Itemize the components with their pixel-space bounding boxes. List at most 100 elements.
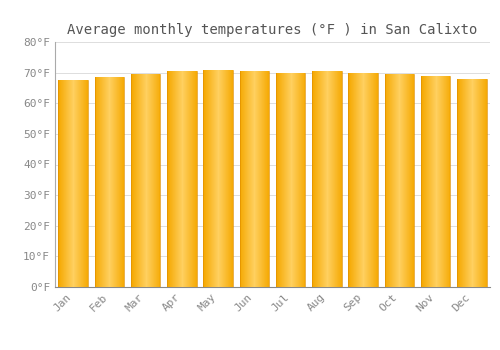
Bar	[181, 71, 182, 287]
Bar	[246, 71, 248, 287]
Bar	[180, 71, 181, 287]
Bar	[256, 71, 258, 287]
Bar	[264, 71, 266, 287]
Bar	[282, 73, 284, 287]
Bar	[472, 79, 473, 287]
Bar	[371, 73, 372, 287]
Bar	[481, 79, 482, 287]
Bar	[312, 71, 313, 287]
Bar	[413, 74, 414, 287]
Bar	[216, 70, 217, 287]
Bar	[221, 70, 222, 287]
Bar	[336, 71, 337, 287]
Bar	[462, 79, 463, 287]
Bar	[337, 71, 338, 287]
Bar	[106, 77, 108, 287]
Bar	[156, 74, 158, 287]
Bar	[373, 73, 374, 287]
Bar	[331, 71, 332, 287]
Bar	[280, 73, 281, 287]
Bar	[446, 76, 448, 287]
Bar	[84, 80, 85, 287]
Bar	[440, 76, 442, 287]
Bar	[296, 73, 298, 287]
Bar	[184, 71, 185, 287]
Bar	[468, 79, 469, 287]
Bar	[392, 74, 394, 287]
Bar	[208, 70, 209, 287]
Bar	[87, 80, 88, 287]
Bar	[339, 71, 340, 287]
Bar	[122, 77, 123, 287]
Title: Average monthly temperatures (°F ) in San Calixto: Average monthly temperatures (°F ) in Sa…	[68, 23, 478, 37]
Bar	[276, 73, 277, 287]
Bar	[323, 71, 324, 287]
Bar	[215, 70, 216, 287]
Bar	[377, 73, 378, 287]
Bar	[60, 80, 61, 287]
Bar	[116, 77, 117, 287]
Bar	[458, 79, 459, 287]
Bar	[114, 77, 116, 287]
Bar	[66, 80, 67, 287]
Bar	[194, 71, 195, 287]
Bar	[185, 71, 186, 287]
Bar	[142, 74, 144, 287]
Bar	[240, 71, 242, 287]
Bar	[175, 71, 176, 287]
Bar	[186, 71, 187, 287]
Bar	[150, 74, 152, 287]
Bar	[352, 73, 353, 287]
Bar	[123, 77, 124, 287]
Bar	[65, 80, 66, 287]
Bar	[214, 70, 215, 287]
Bar	[100, 77, 102, 287]
Bar	[190, 71, 191, 287]
Bar	[77, 80, 78, 287]
Bar	[475, 79, 476, 287]
Bar	[73, 80, 74, 287]
Bar	[422, 76, 424, 287]
Bar	[152, 74, 154, 287]
Bar	[376, 73, 377, 287]
Bar	[338, 71, 339, 287]
Bar	[321, 71, 322, 287]
Bar	[340, 71, 342, 287]
Bar	[112, 77, 114, 287]
Bar	[94, 77, 96, 287]
Bar	[177, 71, 178, 287]
Bar	[85, 80, 86, 287]
Bar	[104, 77, 106, 287]
Bar	[428, 76, 430, 287]
Bar	[410, 74, 412, 287]
Bar	[209, 70, 210, 287]
Bar	[138, 74, 140, 287]
Bar	[357, 73, 358, 287]
Bar	[324, 71, 325, 287]
Bar	[171, 71, 172, 287]
Bar	[398, 74, 400, 287]
Bar	[217, 70, 218, 287]
Bar	[358, 73, 359, 287]
Bar	[322, 71, 323, 287]
Bar	[191, 71, 192, 287]
Bar	[375, 73, 376, 287]
Bar	[304, 73, 306, 287]
Bar	[394, 74, 396, 287]
Bar	[132, 74, 134, 287]
Bar	[71, 80, 72, 287]
Bar	[364, 73, 365, 287]
Bar	[356, 73, 357, 287]
Bar	[96, 77, 98, 287]
Bar	[390, 74, 392, 287]
Bar	[79, 80, 80, 287]
Bar	[278, 73, 280, 287]
Bar	[317, 71, 318, 287]
Bar	[146, 74, 148, 287]
Bar	[348, 73, 350, 287]
Bar	[81, 80, 82, 287]
Bar	[187, 71, 188, 287]
Bar	[318, 71, 319, 287]
Bar	[173, 71, 174, 287]
Bar	[388, 74, 390, 287]
